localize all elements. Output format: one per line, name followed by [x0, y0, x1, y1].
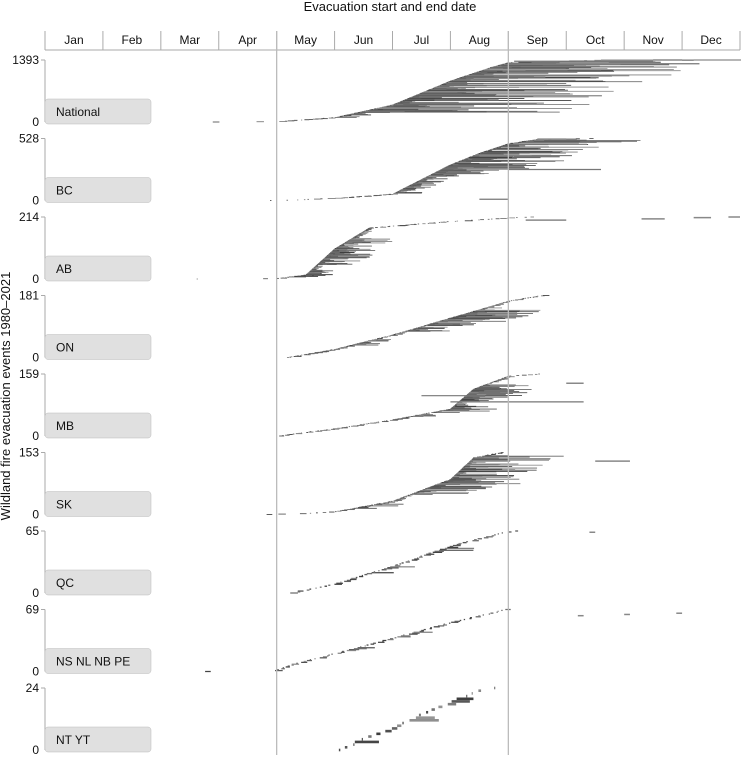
panel-ymin-label: 0 — [32, 351, 39, 365]
panel-ymin-label: 0 — [32, 743, 39, 757]
y-axis-label: Wildland fire evacuation events 1980–202… — [0, 272, 13, 521]
panel-label: National — [56, 105, 100, 119]
panel-ymax-label: 1393 — [12, 53, 39, 67]
panel-ymin-label: 0 — [32, 665, 39, 679]
panel-ymax-label: 153 — [19, 446, 39, 460]
month-label: Apr — [238, 33, 257, 47]
panel-label: NT YT — [56, 733, 91, 747]
panel-label-box — [44, 491, 152, 517]
month-label: Jan — [64, 33, 83, 47]
panel-label-box — [44, 412, 152, 439]
panel-label-box — [44, 98, 152, 125]
panel-national: 1393 0 National — [12, 53, 741, 129]
panel-label: ON — [56, 341, 74, 355]
month-label: Nov — [642, 33, 663, 47]
month-label: Aug — [469, 33, 490, 47]
panel-label-box — [44, 569, 152, 596]
panel-sk: 153 0 SK — [19, 446, 630, 522]
panel-ymax-label: 214 — [19, 210, 39, 224]
panel-label: MB — [56, 419, 74, 433]
panel-on: 181 0 ON — [19, 289, 550, 365]
panel-ymin-label: 0 — [32, 586, 39, 600]
month-label: Dec — [700, 33, 721, 47]
panel-bc: 528 0 BC — [19, 132, 641, 208]
panel-ymax-label: 69 — [26, 603, 40, 617]
panels: 1393 0 National 528 0 BC 214 0 AB 181 0 ON 159 0 MB 153… — [12, 53, 741, 757]
month-axis: Jan Feb Mar Apr May Jun Jul Aug Sep Oct Nov Dec — [44, 31, 741, 51]
month-label: Oct — [586, 33, 605, 47]
panel-ymin-label: 0 — [32, 194, 39, 208]
panel-label-box — [44, 177, 152, 203]
reference-lines — [276, 31, 509, 755]
panel-qc: 65 0 QC — [26, 524, 596, 600]
month-label: Jun — [354, 33, 373, 47]
panel-ymin-label: 0 — [32, 115, 39, 129]
panel-label-box — [44, 334, 152, 360]
panel-ymin-label: 0 — [32, 429, 39, 443]
panel-label-box — [44, 255, 152, 282]
month-label: Sep — [527, 33, 549, 47]
month-label: Feb — [122, 33, 143, 47]
panel-label: QC — [56, 576, 74, 590]
panel-label-box — [44, 726, 152, 753]
panel-ymax-label: 181 — [19, 289, 39, 303]
panel-ymin-label: 0 — [32, 508, 39, 522]
panel-label-box — [44, 648, 152, 674]
panel-ymax-label: 159 — [19, 367, 39, 381]
panel-label: AB — [56, 262, 72, 276]
panel-ymin-label: 0 — [32, 272, 39, 286]
panel-ab: 214 0 AB — [19, 210, 740, 286]
panel-label: NS NL NB PE — [56, 655, 130, 669]
month-label: Jul — [414, 33, 429, 47]
panel-label: SK — [56, 498, 72, 512]
panel-ns-nl-nb-pe: 69 0 NS NL NB PE — [26, 603, 683, 679]
month-label: May — [294, 33, 317, 47]
panel-ymax-label: 528 — [19, 132, 39, 146]
chart-title: Evacuation start and end date — [304, 0, 477, 14]
month-label: Mar — [179, 33, 200, 47]
panel-label: BC — [56, 184, 73, 198]
panel-ymax-label: 65 — [26, 524, 40, 538]
panel-mb: 159 0 MB — [19, 367, 584, 443]
panel-nt-yt: 24 0 NT YT — [26, 681, 496, 757]
panel-ymax-label: 24 — [26, 681, 40, 695]
